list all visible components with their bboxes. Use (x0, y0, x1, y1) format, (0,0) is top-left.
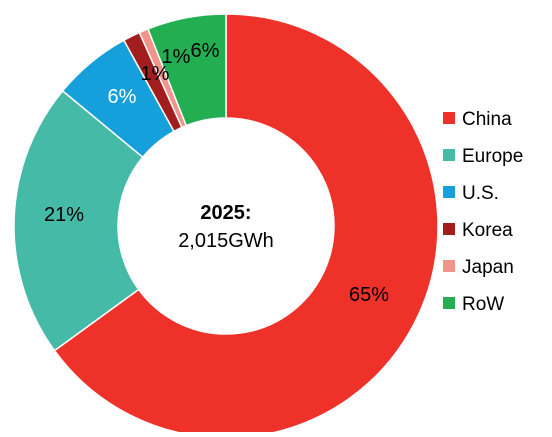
legend-label: RoW (462, 294, 504, 315)
value-label-china: 65% (349, 284, 389, 306)
slice-china (53, 13, 439, 437)
value-label-korea: 1% (141, 63, 170, 85)
value-label-us: 6% (108, 86, 137, 108)
legend-label: U.S. (462, 183, 499, 204)
legend-item-korea: Korea (443, 220, 513, 241)
legend-item-row: RoW (443, 294, 504, 315)
center-subtitle: 2,015GWh (178, 230, 274, 252)
center-label: 2025: 2,015GWh (178, 202, 274, 252)
legend-label: China (462, 109, 512, 130)
value-label-row: 6% (191, 40, 220, 62)
legend-swatch (443, 297, 455, 309)
legend-swatch (443, 186, 455, 198)
value-label-japan: 1% (162, 46, 191, 68)
value-label-europe: 21% (44, 204, 84, 226)
legend-label: Japan (462, 257, 514, 278)
center-title: 2025: (200, 202, 251, 224)
value-labels-layer: 65%21%6%1%1% 6% (44, 40, 389, 306)
slice-row (146, 13, 227, 127)
legend-label: Korea (462, 220, 513, 241)
legend-item-europe: Europe (443, 146, 523, 167)
slice-europe (13, 89, 144, 352)
legend-label: Europe (462, 146, 523, 167)
legend-item-us: U.S. (443, 183, 499, 204)
legend-item-china: China (443, 109, 512, 130)
legend-swatch (443, 260, 455, 272)
legend: China Europe U.S. Korea Japan RoW (443, 109, 523, 315)
legend-item-japan: Japan (443, 257, 514, 278)
legend-swatch (443, 149, 455, 161)
slices-layer (13, 13, 439, 437)
legend-swatch (443, 223, 455, 235)
legend-swatch (443, 112, 455, 124)
